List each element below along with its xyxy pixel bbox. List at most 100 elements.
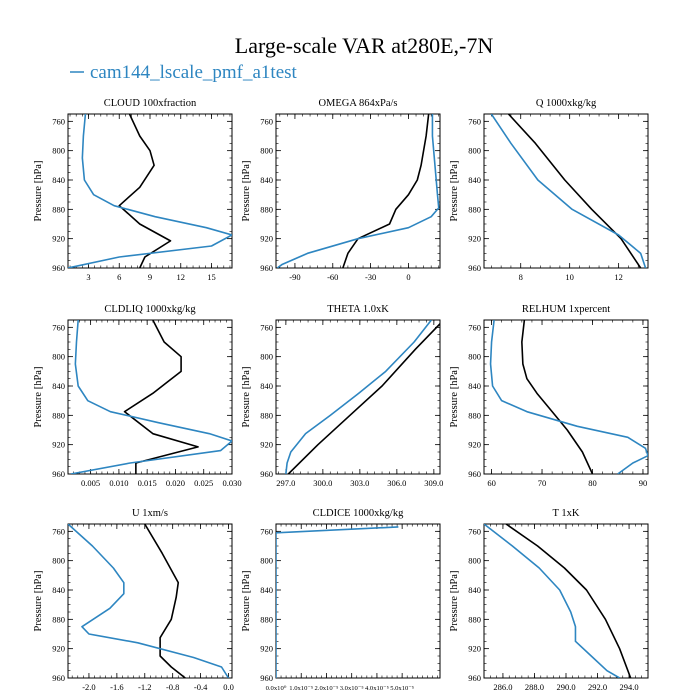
y-tick-label: 880: [52, 410, 65, 420]
panel-title: OMEGA 864xPa/s: [318, 98, 397, 109]
y-tick-label: 920: [52, 440, 65, 450]
x-tick-label: 70: [538, 478, 547, 488]
y-tick-label: 960: [468, 263, 481, 273]
x-tick-label: 6: [117, 272, 121, 282]
series-line-blue: [68, 524, 230, 678]
y-tick-label: 760: [52, 526, 65, 536]
y-tick-label: 800: [260, 146, 273, 156]
x-tick-label: -90: [289, 272, 300, 282]
y-tick-label: 800: [260, 556, 273, 566]
y-axis-label: Pressure [hPa]: [449, 161, 460, 222]
x-tick-label: 0.015: [138, 478, 157, 488]
y-tick-label: 880: [260, 204, 273, 214]
series-line-black: [123, 320, 199, 474]
x-tick-label: 309.0: [424, 478, 443, 488]
x-tick-label: 3.0x10⁻⁵: [340, 685, 364, 692]
plot-frame: [275, 113, 441, 269]
y-tick-label: 760: [260, 526, 273, 536]
y-tick-label: 800: [52, 146, 65, 156]
series-line-blue: [276, 526, 399, 678]
x-tick-label: 0.005: [81, 478, 100, 488]
y-tick-label: 960: [52, 469, 65, 479]
panel-title: RELHUM 1xpercent: [522, 304, 610, 315]
plot-frame: [67, 523, 233, 679]
y-tick-label: 840: [52, 585, 65, 595]
y-tick-label: 920: [260, 644, 273, 654]
y-tick-label: 800: [260, 352, 273, 362]
series-line-blue: [68, 114, 232, 268]
x-tick-label: -60: [327, 272, 338, 282]
series-line-black: [118, 114, 172, 268]
y-tick-label: 840: [260, 585, 273, 595]
series-line-blue: [276, 114, 440, 268]
y-tick-label: 920: [468, 644, 481, 654]
x-tick-label: -30: [365, 272, 376, 282]
x-tick-label: 292.0: [588, 682, 607, 692]
x-tick-label: 306.0: [387, 478, 406, 488]
panel-4: THETA 1.0xK Pressure [hPa] 760 800 840 880 920…: [241, 304, 443, 488]
x-tick-label: -0.8: [166, 682, 179, 692]
x-tick-label: 300.0: [313, 478, 332, 488]
x-tick-label: 303.0: [350, 478, 369, 488]
figure-title: Large-scale VAR at280E,-7N: [235, 33, 494, 58]
x-tick-label: -2.0: [82, 682, 95, 692]
plot-frame: [275, 523, 441, 679]
panel-title: CLDICE 1000xkg/kg: [313, 508, 404, 519]
y-axis-label: Pressure [hPa]: [449, 367, 460, 428]
x-tick-label: 60: [487, 478, 496, 488]
x-tick-label: 0.0x10⁰: [266, 685, 287, 692]
x-tick-label: 0: [406, 272, 410, 282]
y-tick-label: 880: [52, 204, 65, 214]
y-tick-label: 800: [468, 556, 481, 566]
series-line-blue: [489, 320, 648, 474]
y-tick-label: 920: [52, 234, 65, 244]
y-axis-label: Pressure [hPa]: [241, 571, 252, 632]
y-tick-label: 840: [52, 381, 65, 391]
x-tick-label: 12: [614, 272, 623, 282]
panel-title: CLOUD 100xfraction: [104, 98, 197, 109]
y-tick-label: 760: [260, 116, 273, 126]
x-tick-label: 286.0: [493, 682, 512, 692]
x-tick-label: 290.0: [556, 682, 575, 692]
x-tick-label: 288.0: [525, 682, 544, 692]
series-line-black: [287, 322, 440, 474]
y-tick-label: 760: [52, 322, 65, 332]
series-line-blue: [285, 320, 432, 474]
y-tick-label: 760: [468, 322, 481, 332]
plot-frame: [67, 113, 233, 269]
x-tick-label: 1.0x10⁻⁵: [289, 685, 313, 692]
x-tick-label: 3: [86, 272, 90, 282]
x-tick-label: -0.4: [194, 682, 208, 692]
panel-title: CLDLIQ 1000xkg/kg: [104, 304, 196, 315]
y-tick-label: 960: [260, 673, 273, 683]
x-tick-label: -1.2: [138, 682, 151, 692]
x-tick-label: 294.0: [620, 682, 639, 692]
y-axis-label: Pressure [hPa]: [33, 161, 44, 222]
x-tick-label: 90: [639, 478, 648, 488]
x-tick-label: -1.6: [110, 682, 123, 692]
x-tick-label: 12: [177, 272, 186, 282]
x-tick-label: 5.0x10⁻⁵: [390, 685, 414, 692]
legend-label: cam144_lscale_pmf_a1test: [90, 62, 298, 83]
y-tick-label: 960: [468, 469, 481, 479]
y-tick-label: 920: [468, 234, 481, 244]
y-tick-label: 880: [52, 614, 65, 624]
x-tick-label: 8: [519, 272, 523, 282]
x-tick-label: 0.030: [222, 478, 241, 488]
y-axis-label: Pressure [hPa]: [33, 571, 44, 632]
series-line-black: [521, 320, 594, 474]
panel-2: Q 1000xkg/kg Pressure [hPa] 760 800 840 880 92…: [449, 98, 649, 282]
plot-frame: [67, 319, 233, 475]
y-tick-label: 920: [260, 234, 273, 244]
series-line-black: [342, 114, 430, 268]
series-line-black: [505, 524, 632, 678]
y-tick-label: 960: [260, 263, 273, 273]
x-tick-label: 9: [148, 272, 152, 282]
panel-title: T 1xK: [553, 508, 580, 519]
series-line-blue: [484, 524, 621, 678]
x-tick-label: 0.025: [194, 478, 213, 488]
y-tick-label: 840: [52, 175, 65, 185]
y-tick-label: 960: [260, 469, 273, 479]
y-tick-label: 840: [260, 381, 273, 391]
